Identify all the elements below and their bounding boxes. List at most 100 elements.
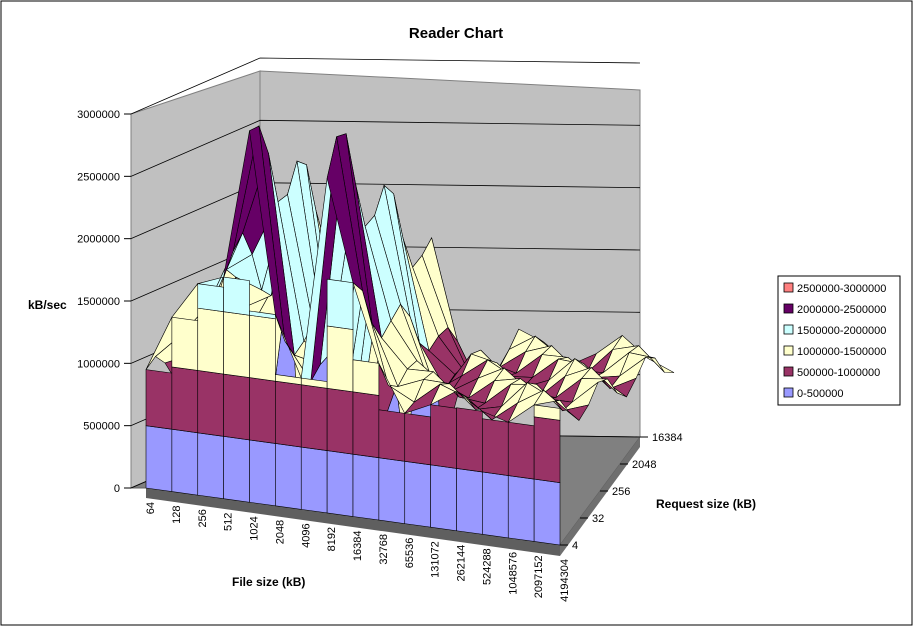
surface-skirt [456,468,483,535]
surface-skirt [507,421,535,480]
legend-swatch [783,282,794,293]
legend-swatch [783,303,794,314]
x-tick-label: 128 [171,506,183,524]
y-axis-title: Request size (kB) [656,497,756,511]
request-size-axis: 4 32 256 2048 16384 [560,432,683,552]
x-tick-label: 131072 [430,541,442,578]
x-axis-title: File size (kB) [232,575,305,589]
legend-label: 2000000-2500000 [797,304,886,316]
legend-swatch [783,366,794,377]
x-tick-label: 262144 [456,545,468,582]
x-tick-label: 1048576 [507,552,519,595]
x-tick-label: 1024 [249,516,261,540]
z-axis: 0 500000 1000000 1500000 2000000 2500000 30000… [77,109,131,495]
file-size-axis: 64 128 256 512 1024 2048 4096 8192 16384 32768 655… [145,502,571,602]
surface-skirt [223,373,250,441]
surface-skirt [171,428,199,496]
x-tick-label: 256 [197,509,209,527]
surface-skirt [223,276,250,316]
surface-skirt [249,439,276,507]
floor-right-edge [560,437,640,556]
surface-skirt [171,366,199,434]
surface-skirt [300,446,328,514]
legend-swatch [783,345,794,356]
surface-skirt [430,464,457,532]
surface-skirt [300,384,328,451]
z-tick-label: 0 [114,483,120,495]
surface-skirt [249,314,276,382]
surface-skirt [197,370,224,437]
y-tick-label: 4 [572,540,578,552]
legend-label: 0-500000 [797,388,844,400]
surface-skirt [533,416,561,484]
chart-title: Reader Chart [409,25,503,42]
y-tick-label: 256 [612,486,630,498]
surface-skirt [482,471,509,539]
surface-skirt [275,380,302,448]
y-tick-label: 16384 [652,432,683,444]
z-tick-label: 3000000 [77,109,120,121]
y-tick-label: 32 [592,513,604,525]
x-tick-label: 524288 [481,548,493,585]
surface-skirt [249,377,276,444]
x-tick-label: 4096 [300,523,312,547]
surface-cell [533,389,570,414]
surface-skirt [404,460,431,528]
surface-skirt [482,418,509,476]
legend-swatch [783,324,794,335]
surface-skirt [275,443,302,510]
surface-skirt [145,425,173,492]
surface-skirt [326,325,354,393]
surface-skirt [223,436,250,503]
z-tick-label: 2000000 [77,234,120,246]
legend-label: 1000000-1500000 [797,346,886,358]
surface-skirt [533,478,561,546]
x-tick-label: 64 [145,502,157,514]
surface-skirt [378,457,406,524]
surface-skirt [223,311,250,378]
surface-skirt [197,283,224,313]
x-tick-label: 8192 [326,527,338,551]
surface-skirt [378,409,406,462]
z-axis-title: kB/sec [28,298,67,312]
x-tick-label: 4194304 [559,559,571,602]
legend-box [777,275,901,406]
legend-label: 500000-1000000 [797,367,880,379]
y-tick-label: 2048 [632,459,656,471]
surface-skirt [197,432,224,500]
x-tick-label: 2097152 [533,555,545,598]
x-tick-label: 512 [223,513,235,531]
surface-skirt [352,391,380,459]
surface-skirt [197,307,224,375]
gridline [130,119,641,177]
surface-skirt [326,387,354,455]
x-tick-label: 32768 [378,534,390,565]
z-tick-label: 1500000 [77,296,120,308]
surface-skirt [456,407,483,473]
surface-skirt [326,278,354,330]
surface-skirt [171,316,199,371]
legend-swatch [783,387,794,398]
surface-skirt [533,404,561,421]
z-tick-label: 1000000 [77,358,120,370]
x-tick-label: 2048 [274,520,286,544]
surface-skirt [507,475,535,542]
legend-label: 2500000-3000000 [797,283,886,295]
surface-skirt [145,369,173,430]
surface-skirt [352,359,380,396]
surface-skirt [352,453,380,521]
gridline [130,57,641,115]
surface-skirt [326,450,354,517]
surface-skirt [404,412,431,466]
surface-skirt [430,404,457,469]
z-tick-label: 2500000 [77,171,120,183]
x-tick-label: 65536 [404,538,416,569]
surface-skirt [249,310,276,320]
surface [145,124,675,546]
legend-label: 1500000-2000000 [797,325,886,337]
z-tick-label: 500000 [83,421,120,433]
legend: 2500000-3000000 2000000-2500000 1500000-20… [777,275,901,406]
